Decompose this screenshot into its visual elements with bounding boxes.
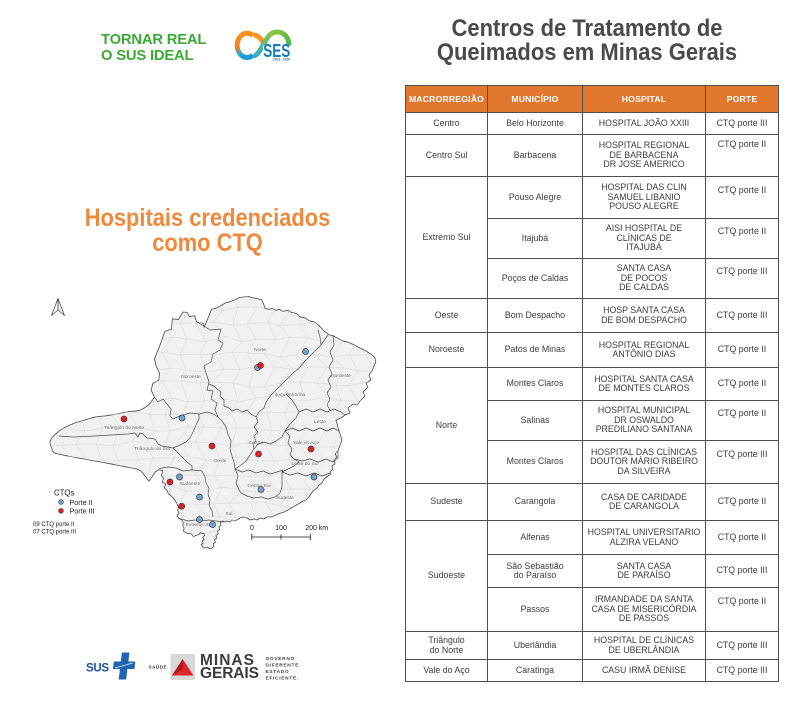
svg-text:Triângulo do Norte: Triângulo do Norte [104, 425, 145, 431]
svg-text:Leste: Leste [314, 419, 326, 425]
svg-text:Centro Sul: Centro Sul [247, 483, 270, 489]
svg-text:GERAIS: GERAIS [200, 665, 259, 682]
svg-text:09 CTQ porte II: 09 CTQ porte II [33, 522, 75, 528]
svg-text:2023 - 2026: 2023 - 2026 [273, 58, 290, 62]
svg-text:Porte III: Porte III [70, 507, 95, 516]
svg-text:MINAS: MINAS [200, 652, 255, 669]
svg-text:GOVERNO: GOVERNO [266, 656, 295, 662]
svg-text:SAÚDE: SAÚDE [149, 664, 168, 670]
svg-text:Nordeste: Nordeste [331, 373, 351, 379]
svg-text:Sudeste: Sudeste [276, 495, 294, 501]
svg-text:Triângulo do Sul: Triângulo do Sul [134, 446, 169, 452]
svg-text:DIFERENTE.: DIFERENTE. [266, 663, 302, 669]
svg-text:Porte II: Porte II [70, 498, 93, 507]
svg-text:SES: SES [263, 41, 290, 62]
svg-text:Leste do Sul: Leste do Sul [291, 461, 318, 467]
svg-text:Vale do Aço: Vale do Aço [293, 440, 319, 446]
svg-text:Oeste: Oeste [213, 458, 226, 464]
svg-text:Sudoeste: Sudoeste [180, 481, 201, 487]
svg-text:0: 0 [250, 525, 254, 532]
svg-text:Extremo Sul: Extremo Sul [186, 522, 213, 528]
svg-text:Norte: Norte [254, 347, 266, 353]
svg-text:EFICIENTE.: EFICIENTE. [266, 676, 299, 682]
svg-text:07 CTQ porte III: 07 CTQ porte III [33, 530, 76, 536]
svg-text:Jequitinhonha: Jequitinhonha [275, 392, 306, 398]
svg-text:200 km: 200 km [305, 525, 328, 532]
svg-text:ESTADO: ESTADO [266, 669, 290, 675]
svg-text:Centro: Centro [249, 440, 264, 446]
svg-text:Sul: Sul [225, 511, 232, 517]
svg-text:CTQs: CTQs [54, 489, 74, 498]
svg-text:100: 100 [275, 525, 287, 532]
svg-text:SUS: SUS [86, 663, 109, 675]
svg-text:Noroeste: Noroeste [181, 374, 201, 380]
